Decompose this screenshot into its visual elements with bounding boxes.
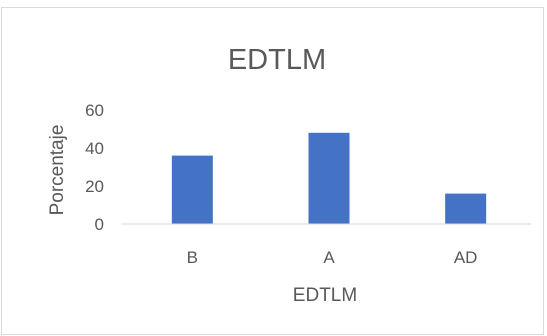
bars-group [171, 132, 487, 224]
y-axis-title: Porcentaje [47, 125, 68, 216]
y-tick-label: 20 [85, 177, 104, 196]
bar-ad [445, 193, 487, 224]
x-axis-ticks: B A AD [187, 248, 478, 267]
y-tick-label: 0 [95, 215, 104, 234]
y-tick-label: 60 [85, 101, 104, 120]
x-axis-title: EDTLM [293, 285, 357, 306]
x-tick-label-a: A [323, 248, 335, 267]
bar-b [171, 155, 213, 224]
chart-title: EDTLM [228, 44, 326, 76]
bar-a [308, 132, 350, 224]
x-tick-label-ad: AD [454, 248, 478, 267]
y-axis-ticks: 0 20 40 60 [85, 101, 104, 234]
chart-border [1, 7, 544, 335]
y-tick-label: 40 [85, 139, 104, 158]
x-tick-label-b: B [187, 248, 198, 267]
